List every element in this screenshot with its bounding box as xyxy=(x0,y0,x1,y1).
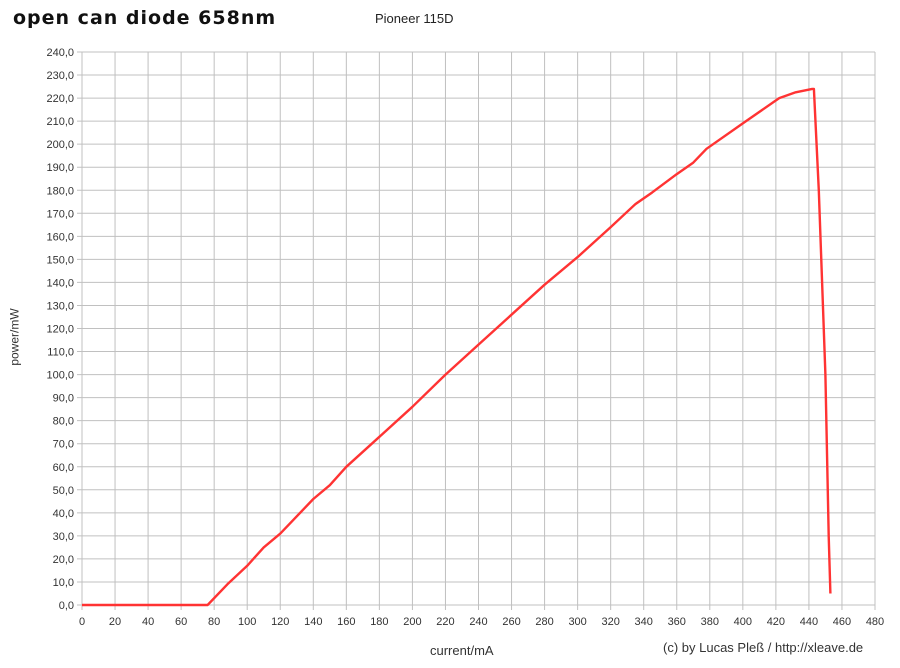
y-tick-label: 0,0 xyxy=(59,600,74,612)
x-tick-label: 480 xyxy=(866,616,884,628)
y-tick-label: 160,0 xyxy=(46,231,74,243)
y-tick-label: 130,0 xyxy=(46,300,74,312)
y-tick-label: 120,0 xyxy=(46,324,74,336)
y-tick-label: 80,0 xyxy=(53,416,74,428)
power-curve xyxy=(82,87,832,607)
x-tick-label: 100 xyxy=(238,616,256,628)
y-tick-label: 230,0 xyxy=(46,70,74,82)
x-tick-label: 340 xyxy=(635,616,653,628)
x-tick-label: 200 xyxy=(403,616,421,628)
chart-title: open can diode 658nm xyxy=(13,7,277,29)
x-tick-label: 60 xyxy=(175,616,187,628)
x-tick-label: 280 xyxy=(535,616,553,628)
x-tick-label: 320 xyxy=(601,616,619,628)
x-tick-label: 220 xyxy=(436,616,454,628)
y-axis-ticks: 0,0 10,0 20,0 30,0 40,0 50,0 60,0 70,0 80,0 90,0 1… xyxy=(46,47,74,612)
y-tick-label: 50,0 xyxy=(53,485,74,497)
x-axis-label: current/mA xyxy=(430,643,494,658)
x-tick-label: 380 xyxy=(701,616,719,628)
x-tick-label: 240 xyxy=(469,616,487,628)
y-tick-label: 60,0 xyxy=(53,462,74,474)
y-tick-label: 170,0 xyxy=(46,208,74,220)
y-tick-label: 30,0 xyxy=(53,531,74,543)
y-tick-label: 90,0 xyxy=(53,393,74,405)
x-tick-label: 360 xyxy=(668,616,686,628)
x-tick-label: 260 xyxy=(502,616,520,628)
y-tick-label: 210,0 xyxy=(46,116,74,128)
y-tick-label: 150,0 xyxy=(46,254,74,266)
credit-text: (c) by Lucas Pleß / http://xleave.de xyxy=(663,640,864,655)
y-tick-label: 20,0 xyxy=(53,554,74,566)
chart-subtitle: Pioneer 115D xyxy=(375,11,454,26)
y-tick-label: 220,0 xyxy=(46,93,74,105)
grid-lines xyxy=(77,51,876,610)
x-tick-label: 460 xyxy=(833,616,851,628)
y-tick-label: 140,0 xyxy=(46,277,74,289)
x-tick-label: 300 xyxy=(568,616,586,628)
x-tick-label: 120 xyxy=(271,616,289,628)
y-tick-label: 200,0 xyxy=(46,139,74,151)
x-axis-ticks: 0 20 40 60 80 100 120 140 160 180 200 220 240 260 280 3… xyxy=(79,616,884,628)
y-tick-label: 10,0 xyxy=(53,577,74,589)
y-tick-label: 190,0 xyxy=(46,162,74,174)
y-tick-label: 240,0 xyxy=(46,47,74,59)
y-tick-label: 100,0 xyxy=(46,370,74,382)
x-tick-label: 160 xyxy=(337,616,355,628)
x-tick-label: 20 xyxy=(109,616,121,628)
y-tick-label: 180,0 xyxy=(46,185,74,197)
x-tick-label: 80 xyxy=(208,616,220,628)
x-tick-label: 40 xyxy=(142,616,154,628)
y-tick-label: 70,0 xyxy=(53,439,74,451)
x-tick-label: 140 xyxy=(304,616,322,628)
x-tick-label: 440 xyxy=(800,616,818,628)
x-tick-label: 180 xyxy=(370,616,388,628)
y-tick-label: 40,0 xyxy=(53,508,74,520)
y-tick-label: 110,0 xyxy=(47,347,74,359)
x-tick-label: 0 xyxy=(79,616,85,628)
x-tick-label: 400 xyxy=(734,616,752,628)
x-tick-label: 420 xyxy=(767,616,785,628)
